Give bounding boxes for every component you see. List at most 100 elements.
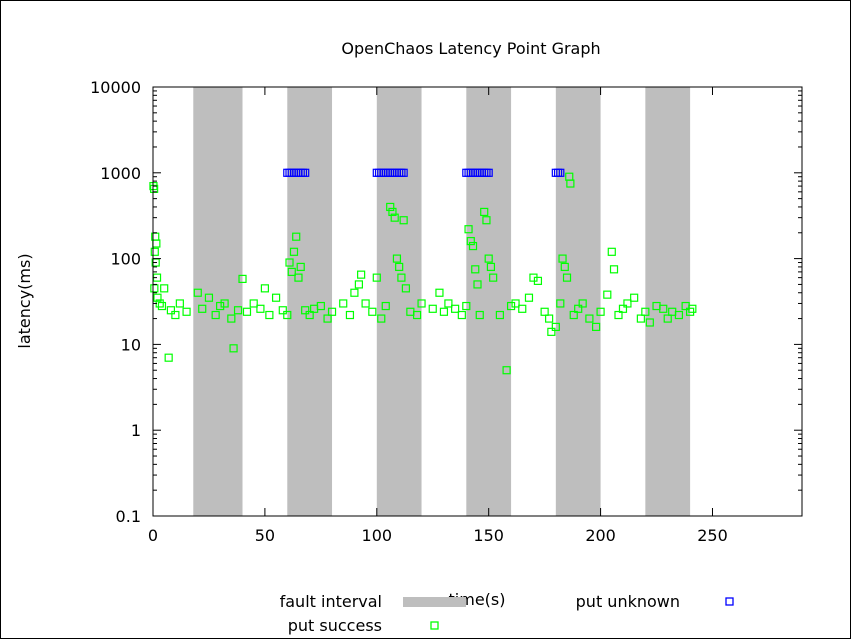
put-success-point [229,344,238,353]
put-success-point [540,307,549,316]
put-success-point [220,299,229,308]
put-success-point [502,366,511,375]
put-success-point [663,314,672,323]
put-success-point [265,310,274,320]
fault-interval-band [193,87,243,516]
put-success-point [260,284,269,293]
put-success-point [524,293,534,302]
fault-interval-bands [193,87,691,516]
put-success-point [556,299,565,308]
put-success-point [486,262,496,272]
put-success-point [417,299,426,308]
legend-swatch-fault-interval [403,597,466,607]
put-unknown-point [301,168,310,177]
y-tick-label: 1000 [100,164,141,183]
put-success-point [305,310,314,320]
put-success-point [645,318,654,327]
put-success-point [296,262,305,272]
axis-ticks [152,86,802,517]
put-success-point [153,293,162,302]
fault-interval-band [376,87,422,516]
put-success-point [585,314,594,323]
put-success-point [551,322,560,331]
put-success-point [152,239,161,248]
put-success-point [381,301,390,311]
put-success-points [149,172,697,375]
put-success-point [395,262,404,272]
put-success-point [484,254,493,263]
legend-swatch-put-success [430,621,439,630]
put-success-point [518,304,527,313]
put-success-point [688,304,697,313]
put-success-point [457,310,466,320]
y-tick-label: 100 [110,250,141,269]
x-tick-labels: 0 50 100 150 200 250 [148,526,728,545]
put-success-point [495,310,504,320]
put-success-point [506,301,516,311]
put-success-point [182,307,191,316]
put-success-point [659,304,668,313]
put-success-point [150,247,159,256]
x-tick-label: 150 [473,526,504,545]
put-unknown-points [283,168,565,177]
put-success-point [489,273,498,282]
put-success-point [636,314,645,323]
put-success-point [175,299,184,308]
put-success-point [558,254,567,263]
put-success-point [464,225,473,234]
put-success-point [372,273,381,282]
put-success-point [368,307,377,316]
x-tick-label: 0 [148,526,158,545]
put-success-point [468,241,478,251]
y-axis-label: latency(ms) [15,253,34,348]
legend-label-put-success: put success [288,616,382,635]
put-success-point [278,306,287,315]
put-success-point [428,304,437,313]
put-success-point [596,307,605,316]
put-success-point [361,299,370,308]
x-tick-label: 100 [362,526,393,545]
put-success-point [390,213,399,222]
x-tick-label: 200 [585,526,616,545]
put-success-point [560,262,569,272]
put-success-point [480,207,489,217]
put-success-point [233,306,243,315]
put-success-point [451,304,460,313]
put-unknown-point [484,168,493,177]
put-success-point [412,310,422,320]
put-success-point [466,236,475,246]
put-success-point [294,273,303,282]
put-success-point [354,280,363,289]
put-success-point [289,247,299,256]
put-success-point [327,307,337,316]
put-success-point [216,301,225,311]
put-success-point [227,314,236,323]
put-success-point [283,310,292,320]
put-success-point [256,304,265,313]
put-success-point [607,247,616,256]
put-unknown-point [556,168,565,177]
put-success-point [285,258,294,267]
put-success-point [618,304,628,313]
put-success-point [623,299,632,308]
y-tick-labels: 0.1 1 10 100 1000 10000 [90,78,141,526]
x-tick-label: 250 [697,526,728,545]
put-success-point [630,293,639,302]
put-success-point [475,310,484,320]
put-success-point [592,322,601,331]
put-success-point [574,304,583,313]
y-tick-label: 10000 [90,78,141,97]
put-success-point [641,307,650,316]
y-tick-label: 1 [131,421,141,440]
put-success-point [392,254,402,263]
legend-label-fault-interval: fault interval [280,592,382,611]
chart-title: OpenChaos Latency Point Graph [341,39,600,58]
put-success-point [249,299,258,308]
put-success-point [357,270,366,279]
put-success-point [399,216,408,225]
put-success-point [614,310,623,320]
put-success-point [271,293,281,302]
put-success-point [339,299,348,308]
